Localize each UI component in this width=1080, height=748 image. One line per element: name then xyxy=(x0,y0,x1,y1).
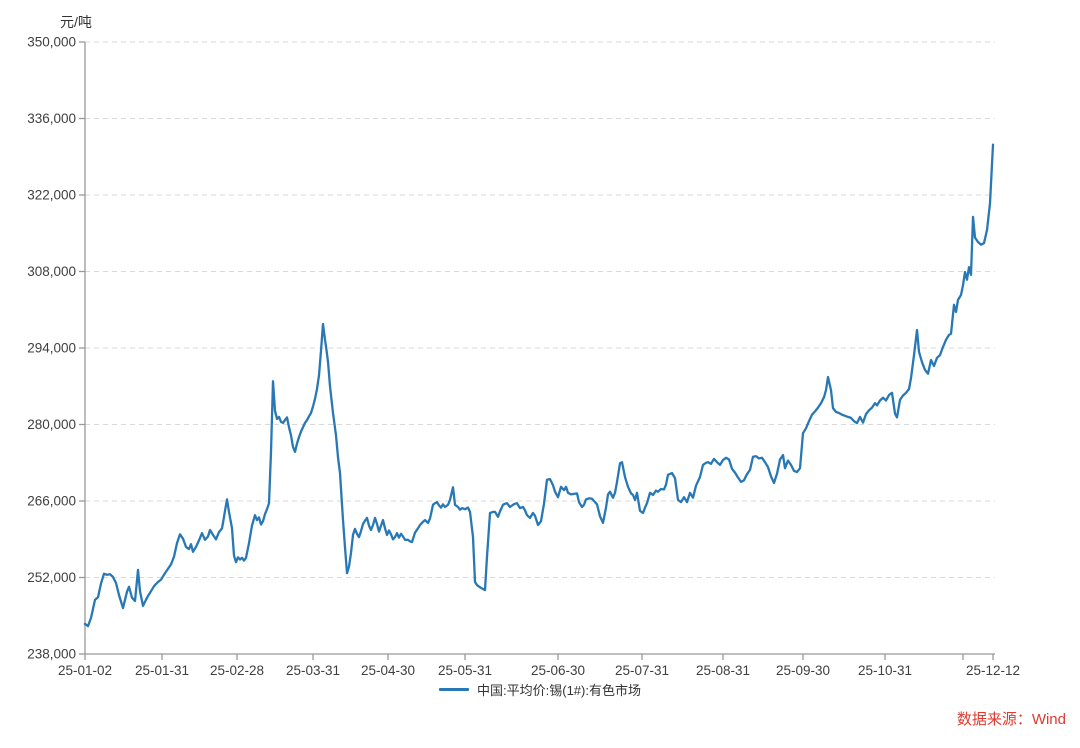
x-axis-label: 25-02-28 xyxy=(210,663,264,678)
y-axis-label: 238,000 xyxy=(27,647,76,662)
y-axis-label: 266,000 xyxy=(27,494,76,509)
x-axis-label: 25-09-30 xyxy=(776,663,830,678)
chart-legend: 中国:平均价:锡(1#):有色市场 xyxy=(0,680,1080,699)
y-axis-label: 336,000 xyxy=(27,111,76,126)
y-axis-label: 294,000 xyxy=(27,341,76,356)
x-axis-label: 25-12-12 xyxy=(966,663,1020,678)
x-axis-label: 25-10-31 xyxy=(858,663,912,678)
y-axis-label: 350,000 xyxy=(27,35,76,50)
price-line-series xyxy=(83,143,995,628)
y-axis-label: 322,000 xyxy=(27,188,76,203)
x-axis-label: 25-03-31 xyxy=(286,663,340,678)
x-axis-label: 25-01-31 xyxy=(135,663,189,678)
x-axis-label: 25-04-30 xyxy=(361,663,415,678)
y-axis-label: 280,000 xyxy=(27,417,76,432)
y-axis-label: 252,000 xyxy=(27,570,76,585)
legend-line-marker xyxy=(439,688,470,691)
legend-series-label: 中国:平均价:锡(1#):有色市场 xyxy=(477,683,641,698)
x-axis-label: 25-01-02 xyxy=(58,663,112,678)
y-axis-unit-label: 元/吨 xyxy=(60,14,92,30)
data-source-note: 数据来源：Wind xyxy=(956,711,1066,728)
x-axis-label: 25-07-31 xyxy=(615,663,669,678)
x-axis-label: 25-08-31 xyxy=(696,663,750,678)
x-axis-label: 25-06-30 xyxy=(531,663,585,678)
x-axis-label: 25-05-31 xyxy=(438,663,492,678)
y-axis-label: 308,000 xyxy=(27,264,76,279)
